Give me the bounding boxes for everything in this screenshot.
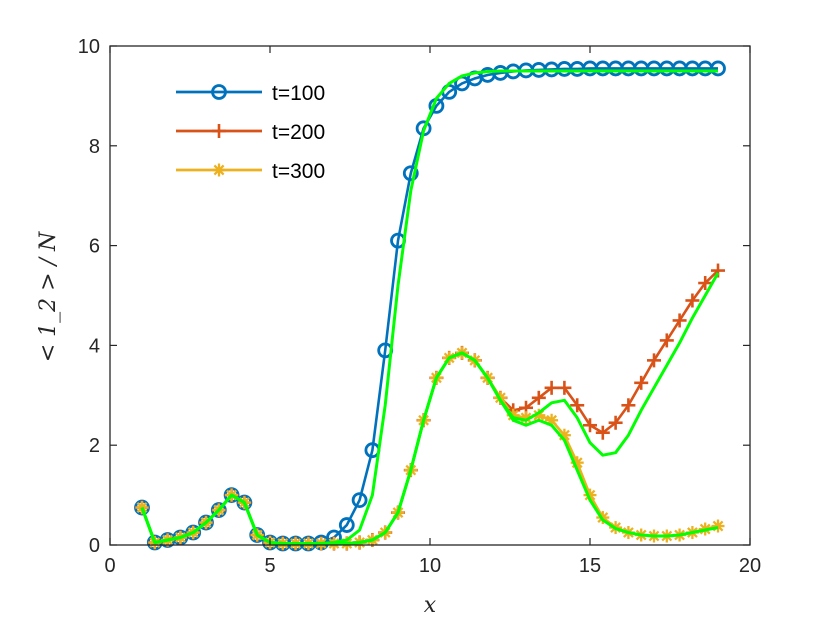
data-point-t300 [583,488,597,502]
legend-entry-t100: t=100 [176,82,325,105]
data-point-t200 [544,380,559,395]
legend-entry-t200: t=200 [176,121,325,144]
data-point-t200 [634,375,649,390]
x-tick-label: 20 [739,555,761,577]
tick-labels: 0 5 10 15 20 0 2 4 6 8 10 [78,36,761,577]
data-point-t100 [351,492,368,508]
legend-entry-t300: t=300 [176,160,325,183]
y-axis-label: < 1_2 > / N [36,231,61,362]
y-tick-label: 6 [89,236,100,258]
data-point-t200 [595,425,610,440]
data-point-t200 [698,276,713,291]
data-point-t200 [570,398,585,413]
x-tick-label: 5 [264,555,275,577]
legend-symbol-t100 [211,84,227,100]
data-point-t200 [557,380,572,395]
legend: t=100 t=200 t=300 [176,82,325,183]
y-tick-label: 2 [89,435,100,457]
legend-label-t100: t=100 [272,82,325,105]
y-tick-label: 4 [89,335,100,357]
data-point-t200 [685,293,700,308]
legend-marker-t200 [212,124,226,138]
x-tick-label: 0 [104,555,115,577]
legend-symbol-t200 [212,124,226,138]
legend-symbol-t300-arm [213,164,225,176]
x-tick-label: 15 [579,555,601,577]
data-point-t200 [531,390,546,405]
reference-lines [140,69,720,546]
data-point-t200 [647,353,661,368]
legend-symbol-t300 [212,163,226,177]
data-point-t300-arm [584,489,596,501]
y-tick-label: 8 [89,136,100,158]
y-tick-label: 0 [89,535,100,557]
legend-label-t300: t=300 [272,160,325,183]
data-point-t300 [711,519,725,533]
legend-marker-t100 [211,84,227,100]
data-point-t100 [338,517,355,533]
axes [109,45,751,546]
data-point-t100 [710,60,726,77]
data-point-t200 [608,415,623,430]
legend-marker-t300 [212,163,226,177]
data-point-t100 [402,165,419,182]
data-point-t200 [621,398,636,413]
data-point-t200 [583,418,597,433]
data-point-t200 [672,313,687,328]
legend-label-t200: t=200 [272,121,325,144]
data-point-t200 [659,333,674,348]
plot-area [134,60,726,552]
y-tick-label: 10 [78,36,100,58]
reference-t300-line [140,351,719,546]
x-axis-label: x [424,593,437,618]
x-tick-label: 10 [419,555,441,577]
